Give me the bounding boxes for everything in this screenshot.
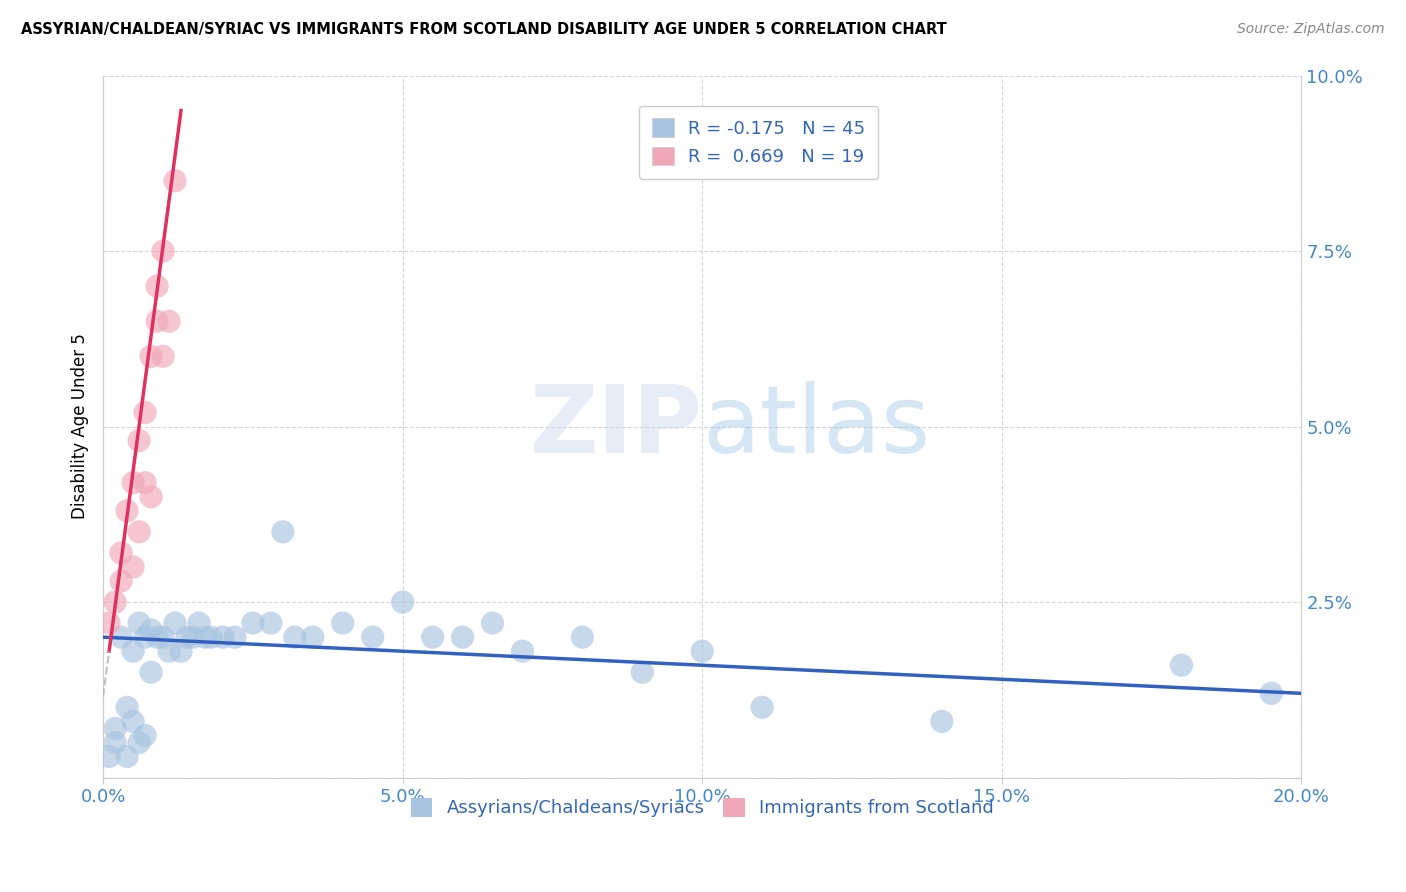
Point	[104, 735, 127, 749]
Point	[284, 630, 307, 644]
Point	[157, 644, 180, 658]
Point	[128, 434, 150, 448]
Point	[110, 546, 132, 560]
Legend: Assyrians/Chaldeans/Syriacs, Immigrants from Scotland: Assyrians/Chaldeans/Syriacs, Immigrants …	[404, 791, 1001, 825]
Point	[152, 244, 174, 258]
Point	[194, 630, 217, 644]
Text: atlas: atlas	[702, 381, 931, 473]
Point	[690, 644, 713, 658]
Point	[146, 630, 169, 644]
Point	[391, 595, 413, 609]
Point	[332, 616, 354, 631]
Point	[115, 749, 138, 764]
Point	[110, 630, 132, 644]
Point	[176, 630, 198, 644]
Point	[98, 749, 121, 764]
Point	[139, 665, 162, 680]
Point	[98, 616, 121, 631]
Point	[157, 314, 180, 328]
Point	[224, 630, 246, 644]
Point	[139, 349, 162, 363]
Point	[751, 700, 773, 714]
Point	[152, 630, 174, 644]
Point	[163, 174, 186, 188]
Point	[152, 349, 174, 363]
Point	[128, 524, 150, 539]
Point	[301, 630, 323, 644]
Point	[122, 714, 145, 729]
Point	[128, 616, 150, 631]
Text: ASSYRIAN/CHALDEAN/SYRIAC VS IMMIGRANTS FROM SCOTLAND DISABILITY AGE UNDER 5 CORR: ASSYRIAN/CHALDEAN/SYRIAC VS IMMIGRANTS F…	[21, 22, 946, 37]
Point	[115, 700, 138, 714]
Point	[271, 524, 294, 539]
Y-axis label: Disability Age Under 5: Disability Age Under 5	[72, 334, 89, 519]
Text: ZIP: ZIP	[529, 381, 702, 473]
Point	[115, 504, 138, 518]
Point	[110, 574, 132, 588]
Point	[163, 616, 186, 631]
Point	[139, 623, 162, 637]
Point	[451, 630, 474, 644]
Text: Source: ZipAtlas.com: Source: ZipAtlas.com	[1237, 22, 1385, 37]
Point	[1260, 686, 1282, 700]
Point	[128, 735, 150, 749]
Point	[260, 616, 283, 631]
Point	[134, 728, 156, 742]
Point	[104, 722, 127, 736]
Point	[242, 616, 264, 631]
Point	[631, 665, 654, 680]
Point	[122, 560, 145, 574]
Point	[931, 714, 953, 729]
Point	[571, 630, 593, 644]
Point	[512, 644, 534, 658]
Point	[139, 490, 162, 504]
Point	[146, 279, 169, 293]
Point	[188, 616, 211, 631]
Point	[200, 630, 222, 644]
Point	[122, 475, 145, 490]
Point	[134, 475, 156, 490]
Point	[422, 630, 444, 644]
Point	[1170, 658, 1192, 673]
Point	[134, 630, 156, 644]
Point	[212, 630, 235, 644]
Point	[361, 630, 384, 644]
Point	[170, 644, 193, 658]
Point	[181, 630, 204, 644]
Point	[134, 405, 156, 419]
Point	[146, 314, 169, 328]
Point	[104, 595, 127, 609]
Point	[481, 616, 503, 631]
Point	[122, 644, 145, 658]
